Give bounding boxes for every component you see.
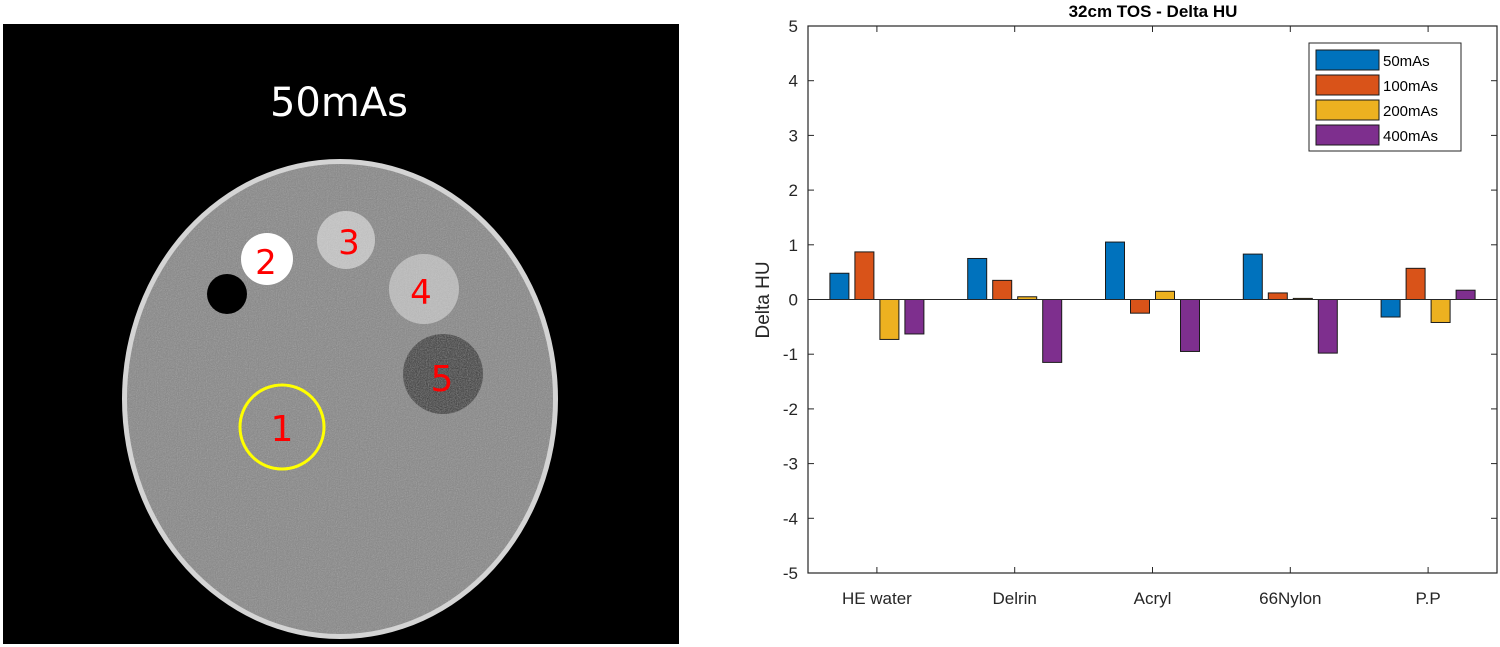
- bar-p-p-400mas: [1455, 289, 1476, 300]
- y-tick-label: -4: [783, 509, 798, 528]
- x-tick-label: HE water: [842, 589, 912, 608]
- plot-area: [807, 25, 1498, 574]
- legend-label-100mas: 100mAs: [1383, 78, 1438, 95]
- roi-label-5: 5: [431, 359, 454, 400]
- ct-image-label: 50mAs: [270, 80, 408, 126]
- x-tick-label: Delrin: [992, 589, 1036, 608]
- legend-swatch-200mas: [1315, 99, 1380, 121]
- air-insert-circle: [207, 274, 247, 314]
- bar-66nylon-400mas: [1317, 299, 1338, 354]
- bar-he-water-50mas: [829, 272, 850, 300]
- ct-phantom-image: 50mAs 1 2 3 4 5: [3, 24, 679, 644]
- bar-acryl-200mas: [1155, 290, 1175, 301]
- roi-label-1: 1: [271, 409, 294, 450]
- x-axis-ticks: HE water Delrin Acryl 66Nylon P.P: [842, 26, 1441, 608]
- y-tick-label: 0: [789, 291, 798, 310]
- bar-delrin-100mas: [992, 279, 1013, 301]
- legend-swatch-400mas: [1315, 124, 1380, 146]
- y-tick-label: -1: [783, 345, 798, 364]
- bar-he-water-100mas: [854, 251, 875, 300]
- legend-swatch-100mas: [1315, 74, 1380, 96]
- roi-label-2: 2: [255, 243, 277, 283]
- roi-circle: [238, 383, 326, 471]
- y-tick-label: 1: [789, 236, 798, 255]
- ct-phantom-graphic: 50mAs 1 2 3 4 5: [122, 80, 558, 639]
- x-tick-label: 66Nylon: [1259, 589, 1321, 608]
- insert-5-circle: [403, 334, 483, 414]
- bar-he-water-400mas: [904, 299, 925, 335]
- bar-acryl-400mas: [1180, 299, 1200, 352]
- delta-hu-bar-chart: 32cm TOS - Delta HU 5 4 3 2 1 0 -1 -2 -3 -4 -5 HE …: [753, 2, 1498, 608]
- y-tick-label: -3: [783, 455, 798, 474]
- insert-2-circle: [241, 233, 293, 285]
- bar-delrin-400mas: [1042, 299, 1063, 363]
- bar-acryl-50mas: [1105, 241, 1125, 301]
- bar-he-water-200mas: [879, 299, 900, 340]
- y-tick-label: -5: [783, 564, 798, 583]
- insert-3-circle: [317, 211, 375, 269]
- bar-66nylon-50mas: [1242, 253, 1263, 300]
- bar-p-p-200mas: [1430, 299, 1451, 323]
- y-tick-label: -2: [783, 400, 798, 419]
- insert-4-circle: [389, 254, 459, 324]
- bar-p-p-100mas: [1405, 267, 1426, 301]
- legend-swatch-50mas: [1315, 49, 1380, 71]
- chart-title: 32cm TOS - Delta HU: [1069, 2, 1238, 21]
- y-tick-label: 3: [789, 126, 798, 145]
- bar-acryl-100mas: [1130, 299, 1150, 314]
- bar-p-p-50mas: [1380, 299, 1401, 318]
- legend-label-50mas: 50mAs: [1383, 53, 1430, 70]
- y-tick-label: 2: [789, 181, 798, 200]
- x-tick-label: P.P: [1415, 589, 1440, 608]
- roi-label-4: 4: [410, 273, 432, 313]
- bar-delrin-50mas: [967, 257, 988, 301]
- y-axis-ticks: 5 4 3 2 1 0 -1 -2 -3 -4 -5: [783, 17, 1497, 583]
- legend: 50mAs 100mAs 200mAs 400mAs: [1308, 42, 1462, 152]
- legend-label-200mas: 200mAs: [1383, 103, 1438, 120]
- roi-label-3: 3: [338, 223, 360, 263]
- x-tick-label: Acryl: [1134, 589, 1172, 608]
- y-tick-label: 4: [789, 72, 798, 91]
- y-axis-label: Delta HU: [753, 261, 774, 338]
- legend-label-400mas: 400mAs: [1383, 128, 1438, 145]
- bar-66nylon-100mas: [1267, 292, 1288, 301]
- y-tick-label: 5: [789, 17, 798, 36]
